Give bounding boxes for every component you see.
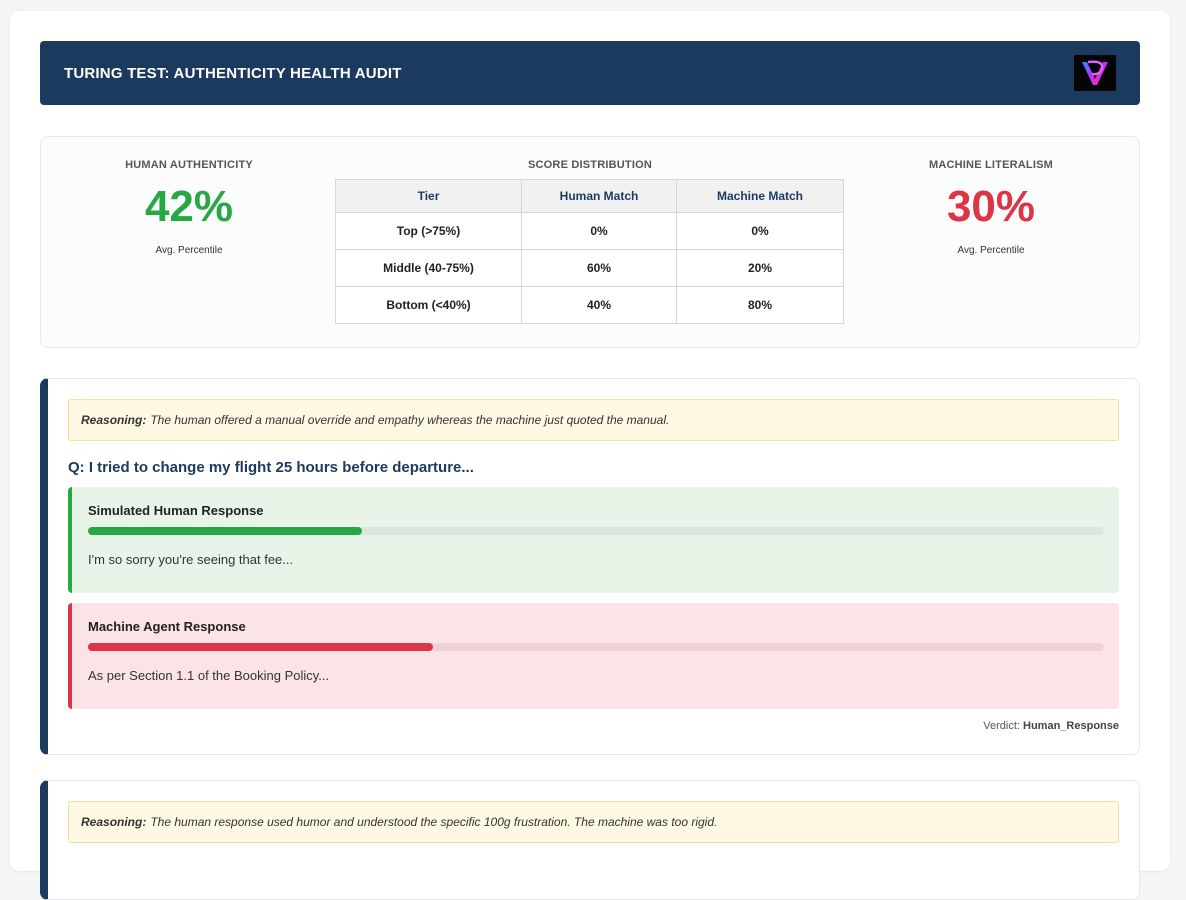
human-score-fill <box>88 527 363 535</box>
v-logo-icon <box>1074 55 1116 91</box>
human-authenticity-metric: HUMAN AUTHENTICITY 42% Avg. Percentile <box>69 159 309 256</box>
table-cell: 0% <box>521 212 677 250</box>
human-authenticity-label: HUMAN AUTHENTICITY <box>125 159 253 171</box>
score-distribution-table: Tier Human Match Machine Match Top (>75%… <box>335 179 844 324</box>
reasoning-box: Reasoning: The human offered a manual ov… <box>68 399 1119 441</box>
table-cell: 60% <box>521 249 677 287</box>
machine-literalism-value: 30% <box>946 182 1036 231</box>
table-cell: 80% <box>676 286 844 324</box>
machine-response-panel: Machine Agent Response As per Section 1.… <box>68 603 1119 709</box>
human-authenticity-value: 42% <box>144 182 234 231</box>
table-cell: 40% <box>521 286 677 324</box>
page-header: TURING TEST: AUTHENTICITY HEALTH AUDIT <box>40 41 1140 105</box>
machine-score-bar <box>88 643 1104 651</box>
page-title: TURING TEST: AUTHENTICITY HEALTH AUDIT <box>64 64 402 82</box>
human-authenticity-sub: Avg. Percentile <box>155 245 223 256</box>
machine-response-title: Machine Agent Response <box>88 619 246 634</box>
reasoning-box: Reasoning: The human response used humor… <box>68 801 1119 843</box>
reasoning-label: Reasoning: <box>81 413 147 427</box>
machine-literalism-metric: MACHINE LITERALISM 30% Avg. Percentile <box>871 159 1111 256</box>
machine-response-text: As per Section 1.1 of the Booking Policy… <box>88 668 330 683</box>
verdict-label: Verdict: <box>983 720 1020 732</box>
audit-page: TURING TEST: AUTHENTICITY HEALTH AUDIT H… <box>10 11 1170 900</box>
reasoning-text: The human response used humor and unders… <box>150 815 718 829</box>
table-row: Middle (40-75%) 60% 20% <box>335 249 844 287</box>
table-cell: Bottom (<40%) <box>335 286 522 324</box>
summary-panel: HUMAN AUTHENTICITY 42% Avg. Percentile S… <box>40 136 1140 348</box>
evaluation-card: Reasoning: The human offered a manual ov… <box>40 378 1140 755</box>
table-cell: Top (>75%) <box>335 212 522 250</box>
human-response-title: Simulated Human Response <box>88 503 264 518</box>
human-response-text: I'm so sorry you're seeing that fee... <box>88 552 294 567</box>
table-row: Bottom (<40%) 40% 80% <box>335 286 844 324</box>
column-header: Human Match <box>521 179 677 213</box>
human-response-panel: Simulated Human Response I'm so sorry yo… <box>68 487 1119 593</box>
evaluation-card: Reasoning: The human response used humor… <box>40 780 1140 900</box>
verdict: Verdict: Human_Response <box>983 720 1119 732</box>
reasoning-text: The human offered a manual override and … <box>150 413 670 427</box>
reasoning-label: Reasoning: <box>81 815 147 829</box>
table-cell: 0% <box>676 212 844 250</box>
table-cell: Middle (40-75%) <box>335 249 522 287</box>
score-distribution: SCORE DISTRIBUTION Tier Human Match Mach… <box>335 159 845 324</box>
score-distribution-label: SCORE DISTRIBUTION <box>528 159 652 171</box>
question-title: Q: I tried to change my flight 25 hours … <box>68 459 474 476</box>
verdict-value: Human_Response <box>1023 720 1119 732</box>
column-header: Tier <box>335 179 522 213</box>
human-score-bar <box>88 527 1104 535</box>
machine-literalism-label: MACHINE LITERALISM <box>929 159 1053 171</box>
machine-literalism-sub: Avg. Percentile <box>957 245 1025 256</box>
table-header-row: Tier Human Match Machine Match <box>335 179 844 213</box>
column-header: Machine Match <box>676 179 844 213</box>
table-cell: 20% <box>676 249 844 287</box>
machine-score-fill <box>88 643 434 651</box>
table-row: Top (>75%) 0% 0% <box>335 212 844 250</box>
